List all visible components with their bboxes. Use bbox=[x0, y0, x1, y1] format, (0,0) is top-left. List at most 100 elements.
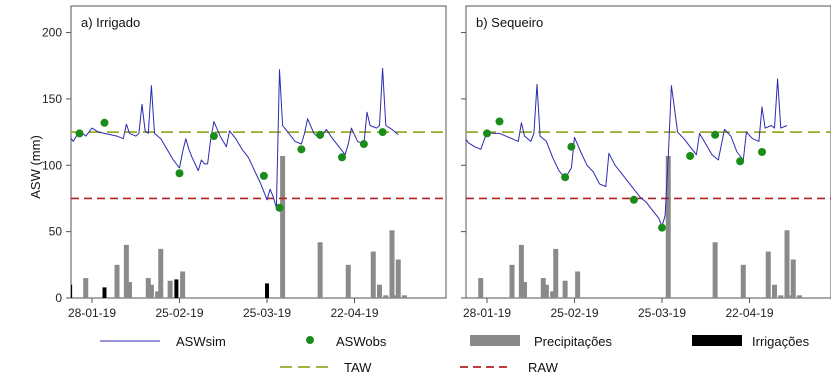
precip-bar bbox=[740, 264, 746, 298]
precip-bar bbox=[765, 251, 771, 298]
precip-bar bbox=[114, 264, 120, 298]
precip-bar bbox=[509, 264, 515, 298]
precip-bar bbox=[383, 295, 389, 298]
precip-bar bbox=[345, 264, 351, 298]
asw-obs-point bbox=[75, 129, 84, 138]
precip-bar bbox=[127, 282, 132, 298]
irrigation-bar bbox=[174, 279, 179, 298]
irrigation-bar bbox=[71, 284, 73, 298]
x-tick-label: 28-01-19 bbox=[68, 306, 116, 320]
legend-irrig-swatch bbox=[692, 335, 742, 346]
precip-bar bbox=[83, 278, 89, 298]
precip-bar bbox=[377, 284, 382, 298]
asw-obs-point bbox=[259, 171, 268, 180]
legend-sim-label: ASWsim bbox=[176, 334, 226, 349]
asw-obs-point bbox=[275, 203, 284, 212]
precip-bar bbox=[158, 248, 164, 298]
precip-bar bbox=[145, 278, 151, 298]
precip-bar bbox=[797, 295, 802, 298]
asw-obs-point bbox=[175, 169, 184, 178]
panel-title: a) Irrigado bbox=[81, 15, 140, 30]
asw-obs-point bbox=[686, 151, 695, 160]
precip-bar bbox=[787, 295, 793, 298]
asw-obs-point bbox=[297, 145, 306, 154]
precip-bar bbox=[665, 155, 671, 298]
asw-obs-point bbox=[629, 195, 638, 204]
precip-bar bbox=[790, 259, 796, 298]
x-tick-label: 25-02-19 bbox=[550, 306, 598, 320]
precip-bar bbox=[389, 230, 395, 298]
x-tick-label: 22-04-19 bbox=[330, 306, 378, 320]
legend-obs-swatch bbox=[306, 336, 314, 344]
asw-obs-point bbox=[561, 173, 570, 182]
asw-obs-point bbox=[711, 130, 720, 139]
precip-bar bbox=[522, 282, 527, 298]
asw-obs-point bbox=[316, 130, 325, 139]
precip-bar bbox=[550, 291, 556, 298]
panel-title: b) Sequeiro bbox=[476, 15, 543, 30]
precip-bar bbox=[155, 291, 161, 298]
asw-obs-point bbox=[495, 117, 504, 126]
y-axis-title: ASW (mm) bbox=[28, 135, 43, 199]
legend-raw-label: RAW bbox=[528, 360, 559, 375]
panel-irrigado: 0 50 100 150 200 28-01-19 25-02-19 25-03-19 22-0… bbox=[42, 5, 447, 320]
asw-obs-point bbox=[100, 118, 109, 127]
asw-sim-line bbox=[466, 78, 788, 227]
precip-bar bbox=[148, 284, 154, 298]
precip-bar bbox=[562, 280, 568, 298]
asw-obs-point bbox=[736, 157, 745, 166]
precip-bar bbox=[370, 251, 376, 298]
precip-bar bbox=[395, 259, 401, 298]
plot-frame bbox=[70, 5, 447, 299]
x-tick-label: 25-03-19 bbox=[243, 306, 291, 320]
panel-sequeiro: 28-01-19 25-02-19 25-03-19 22-04-19 b) Seque… bbox=[461, 5, 831, 320]
precip-bar bbox=[575, 271, 581, 298]
precip-bar bbox=[392, 295, 398, 298]
precip-bar bbox=[540, 278, 546, 298]
asw-obs-point bbox=[567, 142, 576, 151]
y-tick-label: 100 bbox=[42, 158, 62, 172]
asw-obs-point bbox=[338, 153, 346, 162]
y-tick-label: 50 bbox=[49, 225, 63, 239]
x-tick-label: 22-04-19 bbox=[725, 306, 773, 320]
x-tick-label: 25-03-19 bbox=[638, 306, 686, 320]
irrigation-bar bbox=[265, 283, 269, 298]
irrigation-bar bbox=[102, 287, 107, 298]
precip-bar bbox=[123, 244, 129, 298]
y-tick-label: 0 bbox=[55, 291, 62, 305]
x-tick-label: 25-02-19 bbox=[155, 306, 203, 320]
asw-obs-point bbox=[483, 129, 491, 138]
y-tick-label: 150 bbox=[42, 92, 62, 106]
legend-taw-label: TAW bbox=[344, 360, 372, 375]
precip-bar bbox=[712, 242, 718, 298]
legend-precip-swatch bbox=[470, 335, 520, 346]
legend-precip-label: Precipitações bbox=[534, 334, 613, 349]
precip-bar bbox=[167, 280, 173, 298]
plot-frame bbox=[465, 5, 831, 299]
asw-obs-point bbox=[378, 128, 387, 137]
y-tick-label: 200 bbox=[42, 26, 62, 40]
plot-area bbox=[466, 78, 831, 298]
precip-bar bbox=[402, 295, 407, 298]
precip-bar bbox=[778, 295, 784, 298]
legend-irrig-label: Irrigações bbox=[752, 334, 810, 349]
precip-bar bbox=[553, 248, 559, 298]
legend: ASWsim ASWobs Precipitações Irrigações T… bbox=[100, 334, 810, 375]
precip-bar bbox=[784, 230, 790, 298]
asw-obs-point bbox=[359, 140, 368, 149]
asw-sim-line bbox=[71, 67, 399, 209]
x-tick-label: 28-01-19 bbox=[463, 306, 511, 320]
legend-obs-label: ASWobs bbox=[336, 334, 387, 349]
precip-bar bbox=[772, 284, 777, 298]
asw-obs-point bbox=[658, 223, 666, 232]
precip-bar bbox=[478, 278, 484, 298]
asw-obs-point bbox=[209, 132, 218, 141]
precip-bar bbox=[543, 284, 549, 298]
asw-obs-point bbox=[758, 148, 766, 156]
precip-bar bbox=[518, 244, 524, 298]
precip-bar bbox=[317, 242, 323, 298]
precip-bar bbox=[280, 155, 286, 298]
plot-area bbox=[71, 67, 446, 298]
